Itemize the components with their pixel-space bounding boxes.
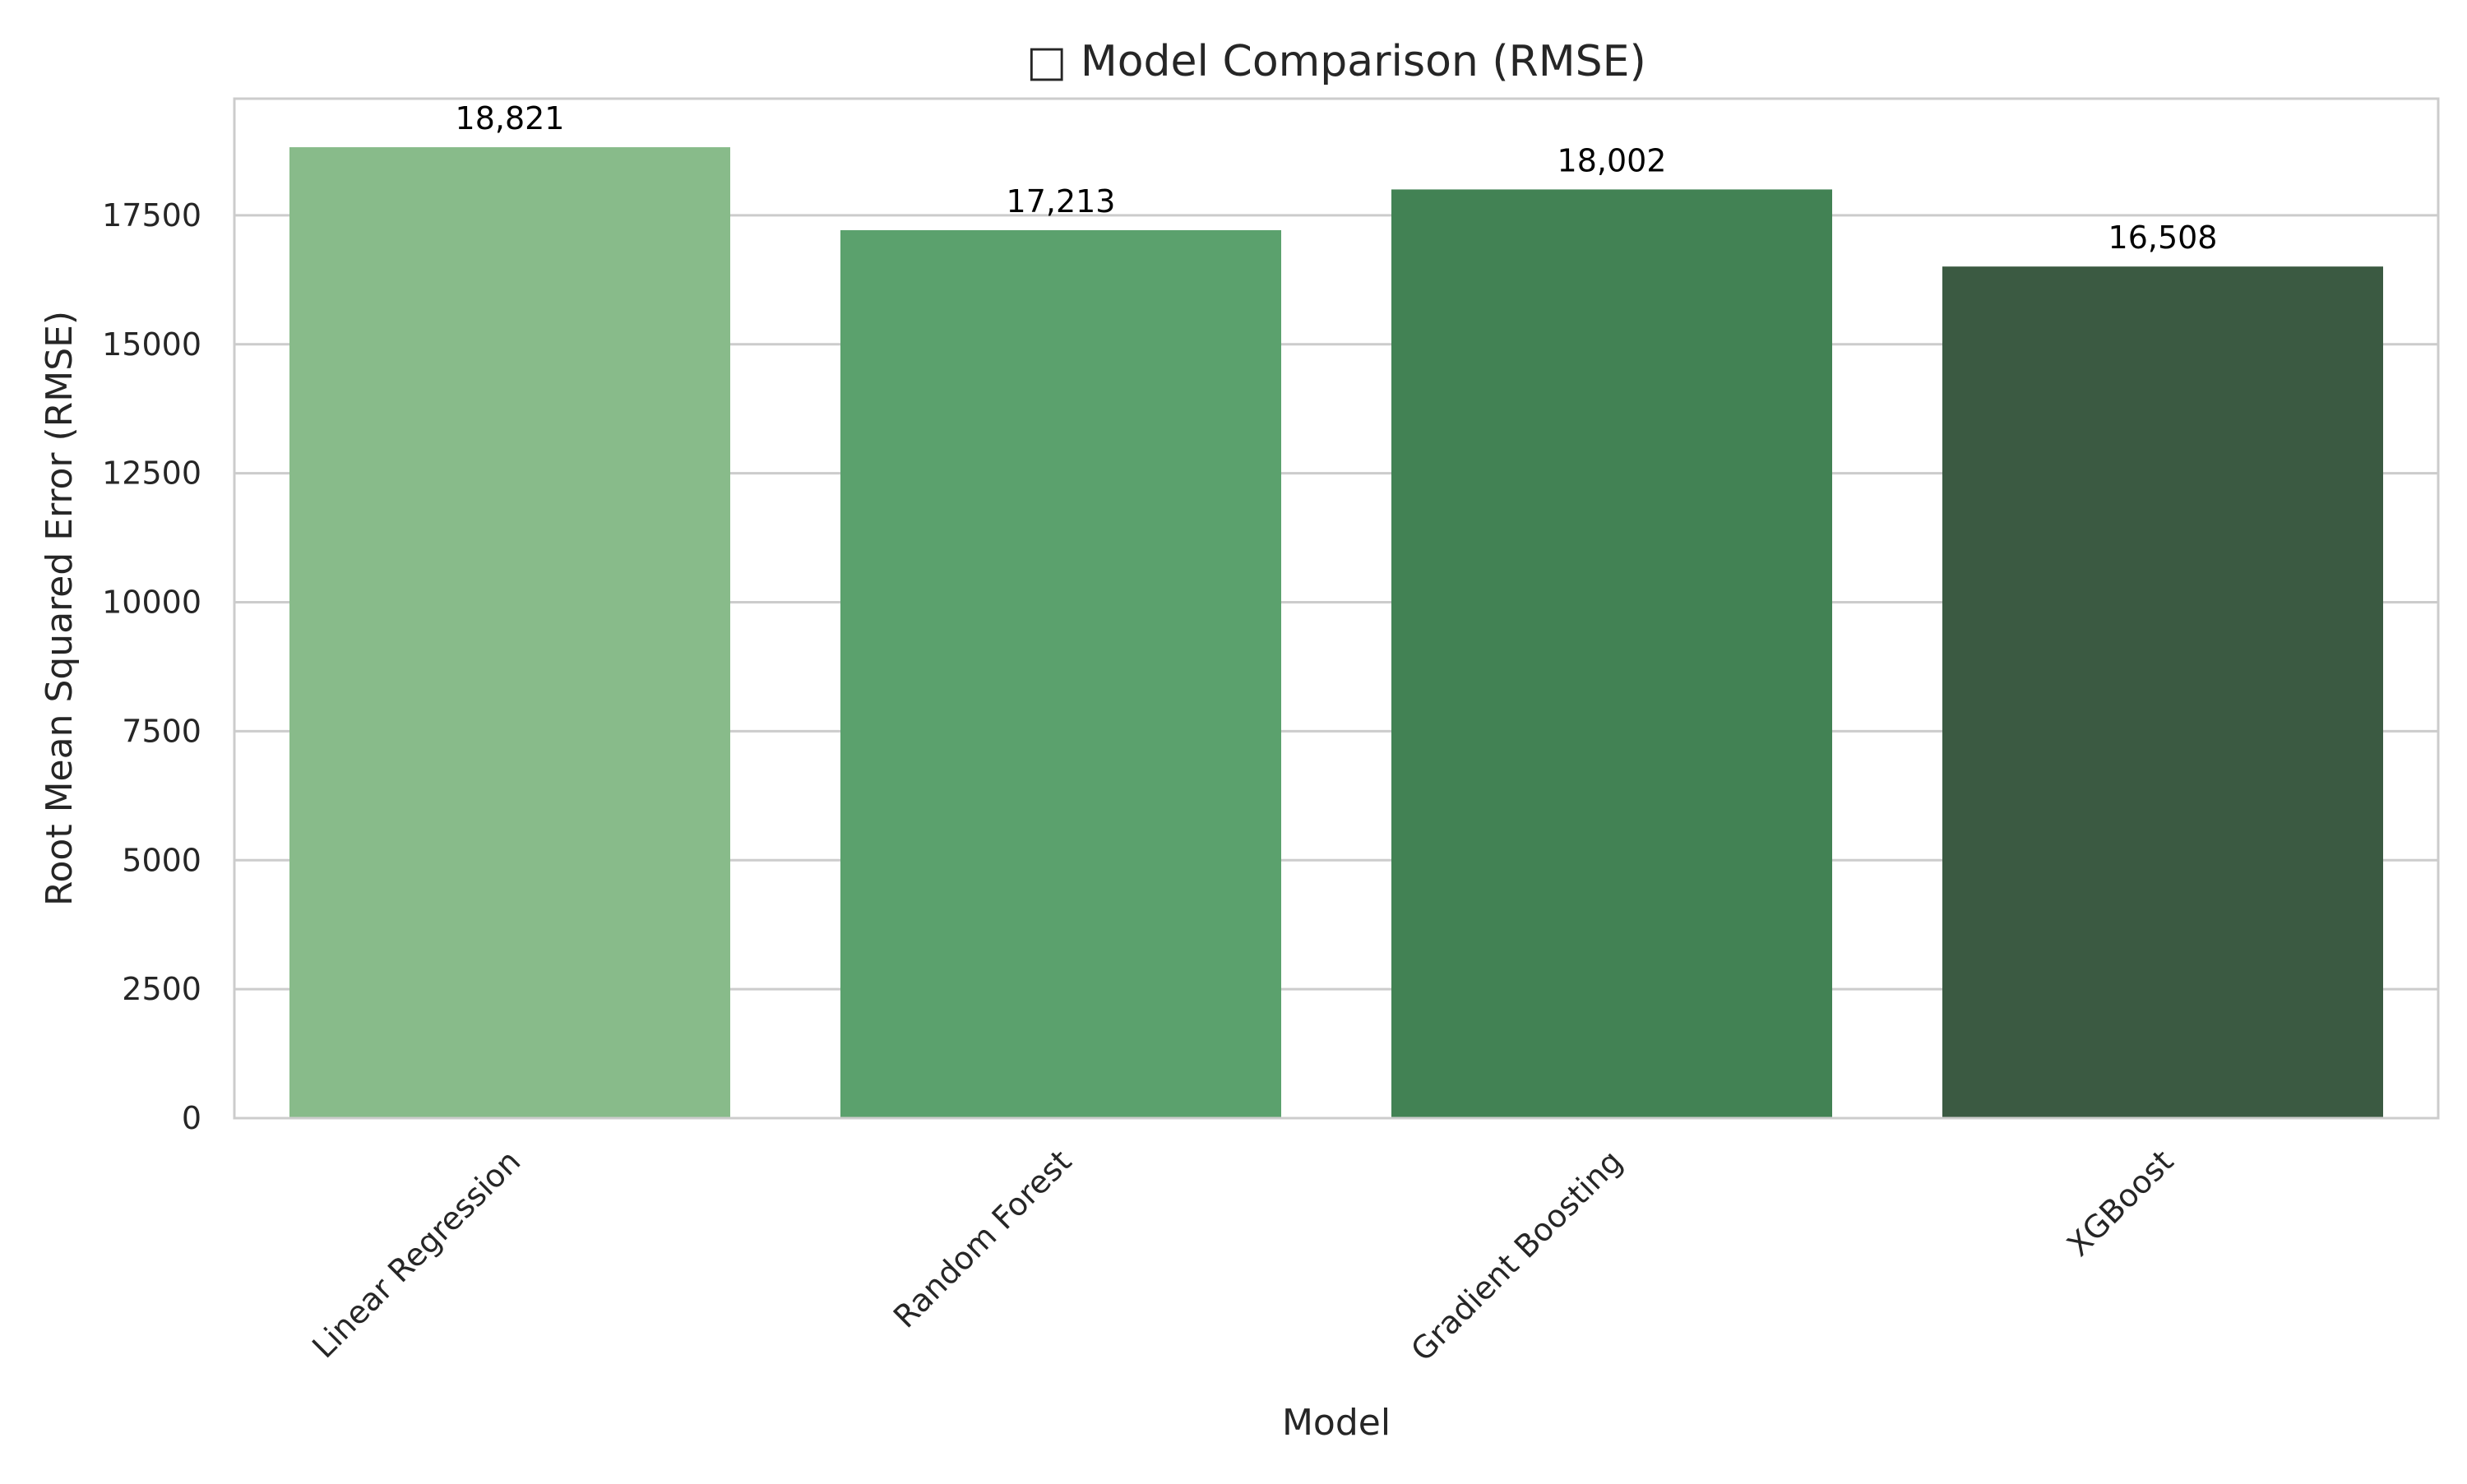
y-tick-label: 2500 (122, 971, 201, 1007)
y-tick-label: 15000 (102, 326, 201, 363)
bar-value-label: 18,821 (456, 100, 565, 136)
bar (1942, 266, 2383, 1118)
y-axis-title: Root Mean Squared Error (RMSE) (39, 311, 81, 906)
value-labels: 18,821 17,213 18,002 16,508 (456, 100, 2218, 256)
y-tick-label: 7500 (122, 713, 201, 749)
y-tick-label: 5000 (122, 842, 201, 878)
chart-title: □ Model Comparison (RMSE) (1026, 37, 1646, 86)
bar-layer (289, 147, 2383, 1119)
y-tick-label: 0 (182, 1100, 201, 1136)
bar (840, 229, 1281, 1119)
bar-value-label: 17,213 (1007, 183, 1116, 220)
bar (1391, 189, 1832, 1118)
y-tick-labels: 0 2500 5000 7500 10000 12500 15000 17500 (102, 197, 201, 1136)
y-tick-label: 17500 (102, 197, 201, 233)
x-axis-title: Model (1282, 1402, 1391, 1444)
bar-value-label: 16,508 (2108, 220, 2218, 256)
y-tick-label: 10000 (102, 585, 201, 621)
plot-frame (233, 97, 2440, 1120)
bar (289, 147, 730, 1118)
y-tick-label: 12500 (102, 455, 201, 492)
bar-value-label: 18,002 (1557, 142, 1667, 178)
